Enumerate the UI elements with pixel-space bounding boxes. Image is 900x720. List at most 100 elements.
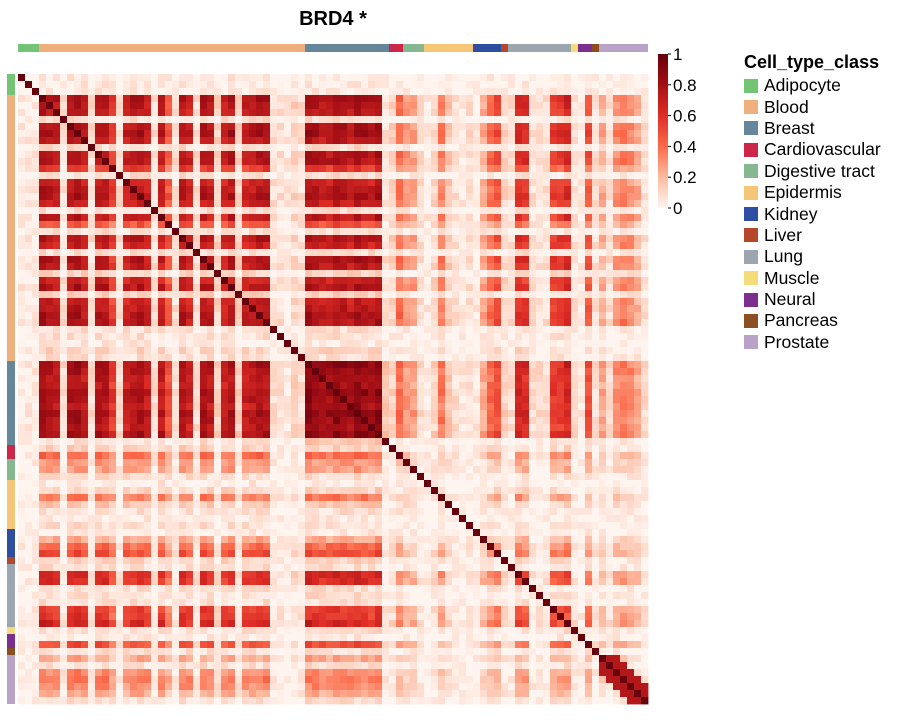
heatmap-cell [214,193,222,201]
heatmap-cell [431,116,439,124]
heatmap-cell [473,165,481,173]
heatmap-cell [564,158,572,166]
heatmap-cell [501,284,509,292]
heatmap-cell [403,74,411,82]
heatmap-cell [46,305,54,313]
heatmap-cell [242,277,250,285]
heatmap-cell [445,151,453,159]
heatmap-cell [74,116,82,124]
heatmap-cell [221,151,229,159]
heatmap-cell [151,95,159,103]
heatmap-cell [557,284,565,292]
heatmap-cell [25,109,33,117]
heatmap-cell [172,298,180,306]
heatmap-cell [634,242,642,250]
heatmap-cell [46,88,54,96]
heatmap-cell [193,277,201,285]
heatmap-cell [151,179,159,187]
heatmap-cell [417,249,425,257]
heatmap-cell [382,452,390,460]
heatmap-cell [305,137,313,145]
heatmap-cell [291,221,299,229]
heatmap-cell [81,424,89,432]
heatmap-cell [578,193,586,201]
heatmap-cell [123,116,131,124]
heatmap-cell [424,256,432,264]
heatmap-cell [32,207,40,215]
heatmap-cell [382,207,390,215]
heatmap-cell [186,382,194,390]
heatmap-cell [333,277,341,285]
heatmap-cell [340,382,348,390]
heatmap-cell [319,410,327,418]
heatmap-cell [263,431,271,439]
heatmap-cell [459,333,467,341]
heatmap-cell [312,88,320,96]
heatmap-cell [319,151,327,159]
heatmap-cell [46,102,54,110]
heatmap-cell [186,95,194,103]
heatmap-cell [354,221,362,229]
heatmap-cell [564,214,572,222]
heatmap-cell [550,137,558,145]
heatmap-cell [81,235,89,243]
heatmap-cell [571,158,579,166]
heatmap-cell [284,340,292,348]
heatmap-cell [74,333,82,341]
heatmap-cell [508,179,516,187]
heatmap-cell [25,305,33,313]
heatmap-cell [375,242,383,250]
heatmap-cell [494,452,502,460]
heatmap-cell [543,326,551,334]
heatmap-cell [592,305,600,313]
heatmap-cell [396,445,404,453]
heatmap-cell [46,109,54,117]
heatmap-cell [305,144,313,152]
heatmap-cell [95,389,103,397]
heatmap-cell [354,165,362,173]
heatmap-cell [193,319,201,327]
heatmap-cell [53,284,61,292]
heatmap-cell [522,102,530,110]
heatmap-cell [403,291,411,299]
heatmap-cell [585,354,593,362]
heatmap-cell [249,214,257,222]
heatmap-cell [564,221,572,229]
heatmap-cell [305,186,313,194]
heatmap-cell [186,158,194,166]
heatmap-cell [599,207,607,215]
heatmap-cell [235,417,243,425]
heatmap-cell [193,193,201,201]
heatmap-cell [459,186,467,194]
heatmap-cell [39,354,47,362]
heatmap-cell [382,235,390,243]
heatmap-cell [165,403,173,411]
heatmap-cell [242,144,250,152]
heatmap-cell [606,207,614,215]
heatmap-cell [424,242,432,250]
heatmap-cell [599,417,607,425]
heatmap-cell [228,88,236,96]
heatmap-cell [263,207,271,215]
heatmap-cell [116,165,124,173]
heatmap-cell [46,172,54,180]
heatmap-cell [487,102,495,110]
heatmap-cell [466,326,474,334]
heatmap-cell [172,368,180,376]
heatmap-cell [361,431,369,439]
heatmap-cell [347,270,355,278]
heatmap-cell [634,249,642,257]
heatmap-cell [32,305,40,313]
heatmap-cell [144,375,152,383]
heatmap-cell [438,130,446,138]
heatmap-cell [242,354,250,362]
heatmap-cell [627,263,635,271]
heatmap-cell [585,81,593,89]
heatmap-cell [410,242,418,250]
heatmap-cell [235,445,243,453]
heatmap-cell [137,452,145,460]
heatmap-cell [389,158,397,166]
heatmap-cell [74,326,82,334]
heatmap-cell [354,214,362,222]
heatmap-cell [263,95,271,103]
